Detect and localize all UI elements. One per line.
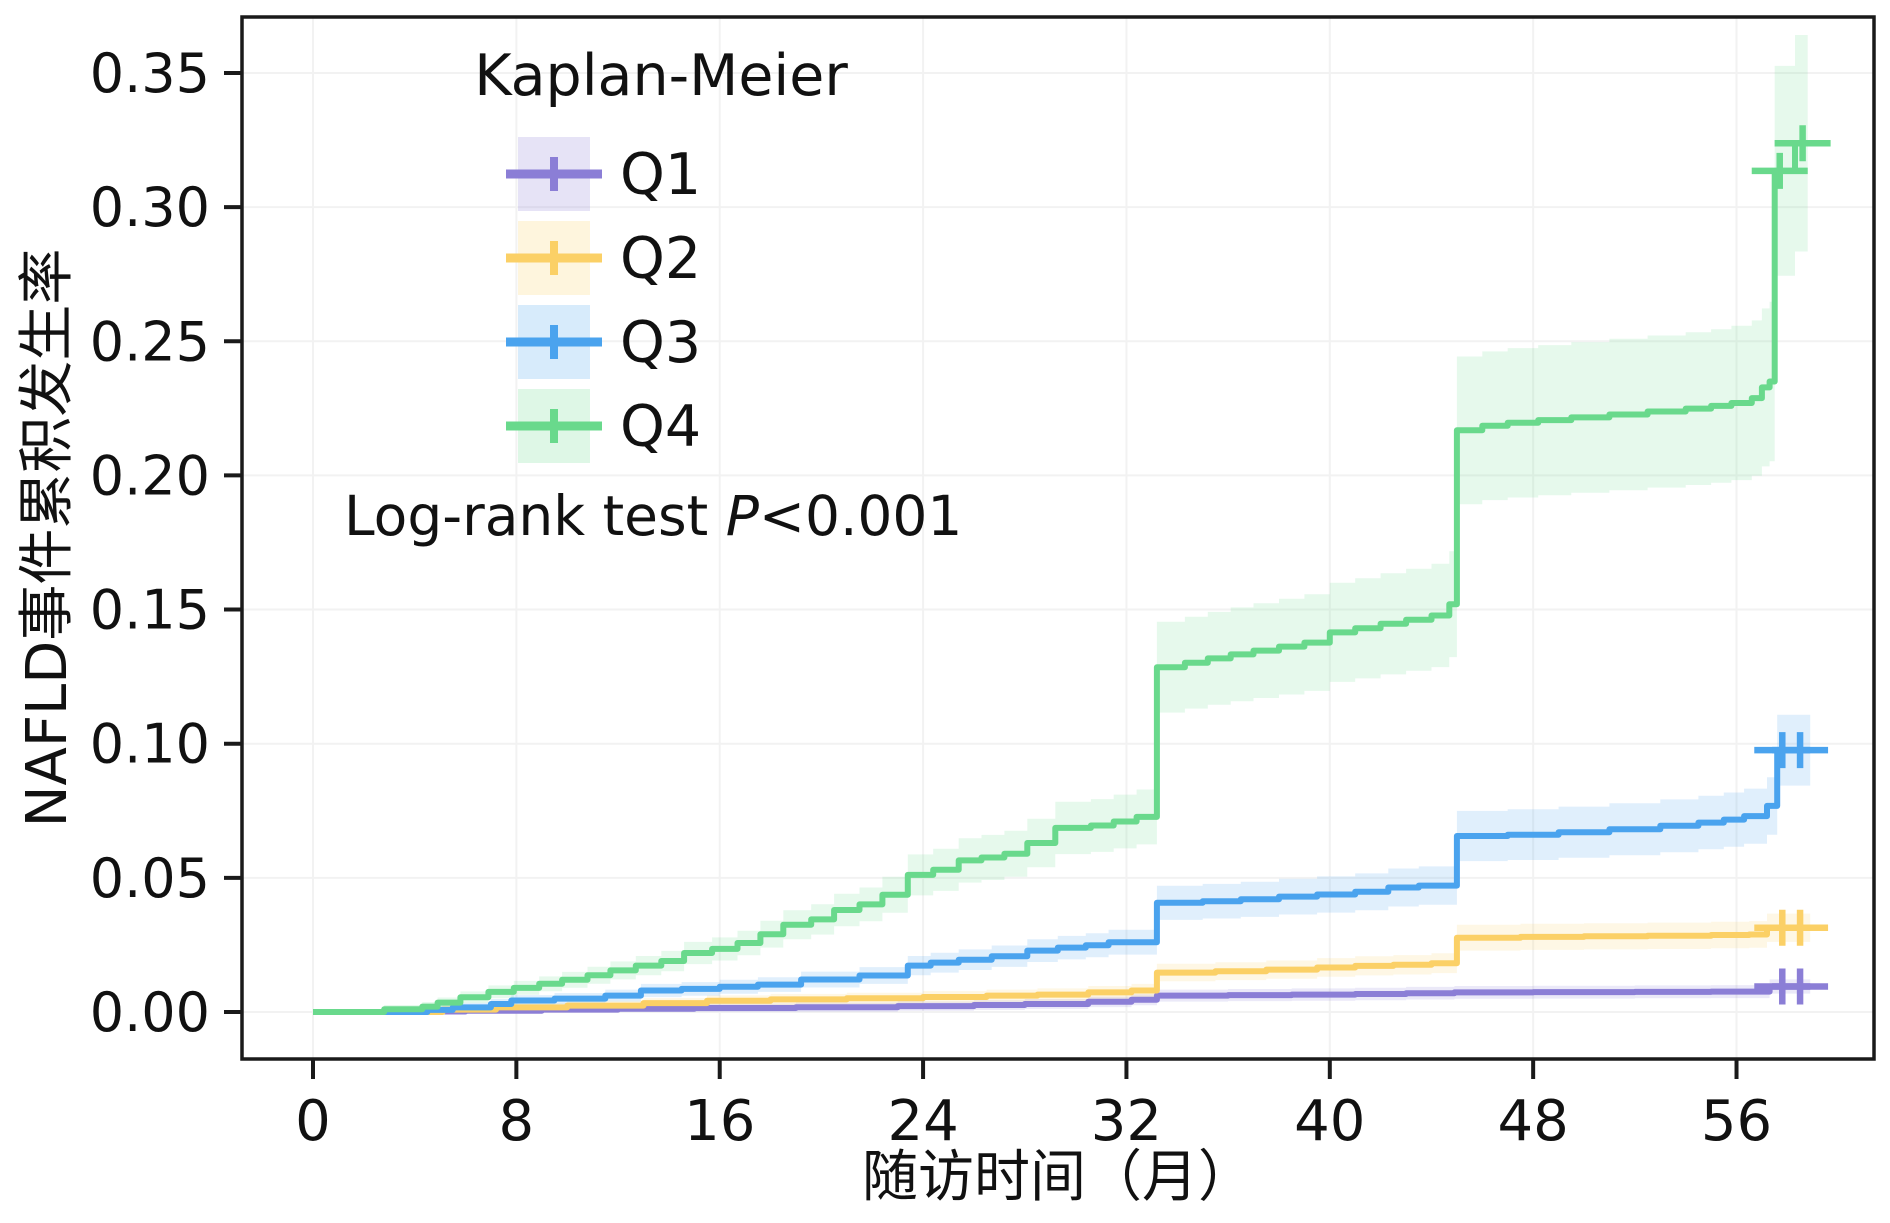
legend-entry-q1: Q1	[506, 137, 701, 211]
survival-step-curves	[313, 140, 1811, 1015]
y-tick-label: 0.15	[90, 579, 210, 642]
axis-ticks	[224, 70, 1739, 1079]
legend-label: Q3	[620, 310, 701, 376]
legend-entry-q2: Q2	[506, 221, 701, 295]
km-curve-Q4	[313, 140, 1808, 1015]
grid-lines	[242, 17, 1874, 1059]
legend-label: Q1	[620, 142, 701, 208]
y-tick-label: 0.20	[90, 444, 210, 507]
x-tick-label: 8	[499, 1089, 535, 1154]
x-tick-label: 24	[887, 1089, 958, 1154]
y-tick-label: 0.05	[90, 847, 210, 910]
logrank-p-symbol: P	[726, 484, 760, 548]
legend-title: Kaplan-Meier	[474, 43, 848, 109]
logrank-p-value: <0.001	[759, 484, 963, 548]
y-axis-label: NAFLD事件累积发生率	[15, 249, 80, 828]
ci-band-Q1	[313, 979, 1811, 1012]
ci-band-Q3	[313, 714, 1811, 1012]
ci-band-Q4	[313, 35, 1808, 1012]
y-tick-label: 0.30	[90, 176, 210, 239]
plot-frame	[240, 15, 1876, 1061]
legend-label: Q4	[620, 394, 701, 460]
x-tick-label: 0	[295, 1089, 331, 1154]
y-tick-label: 0.25	[90, 310, 210, 373]
legend-label: Q2	[620, 226, 701, 292]
y-tick-labels: 0.00 0.05 0.10 0.15 0.20 0.25 0.30 0.35	[90, 42, 210, 1044]
x-tick-label: 16	[684, 1089, 755, 1154]
logrank-annotation: Log-rank test P<0.001	[344, 484, 962, 548]
x-tick-label: 32	[1091, 1089, 1162, 1154]
logrank-text-prefix: Log-rank test	[344, 484, 726, 548]
x-tick-label: 56	[1701, 1089, 1772, 1154]
legend-entry-q4: Q4	[506, 389, 701, 463]
km-curve-Q2	[313, 924, 1811, 1015]
y-tick-label: 0.35	[90, 42, 210, 105]
censor-marks	[1751, 125, 1831, 1005]
x-tick-label: 48	[1498, 1089, 1569, 1154]
km-curve-Q1	[313, 983, 1811, 1015]
legend-entry-q3: Q3	[506, 305, 701, 379]
y-tick-label: 0.00	[90, 981, 210, 1044]
y-tick-label: 0.10	[90, 713, 210, 776]
legend-entries: Q1 Q2 Q3 Q4	[506, 137, 701, 463]
x-axis-label: 随访时间（月）	[862, 1145, 1254, 1210]
x-tick-labels: 0 8 16 24 32 40 48 56	[295, 1089, 1772, 1154]
x-tick-label: 40	[1294, 1089, 1365, 1154]
km-curve-Q3	[313, 747, 1811, 1015]
